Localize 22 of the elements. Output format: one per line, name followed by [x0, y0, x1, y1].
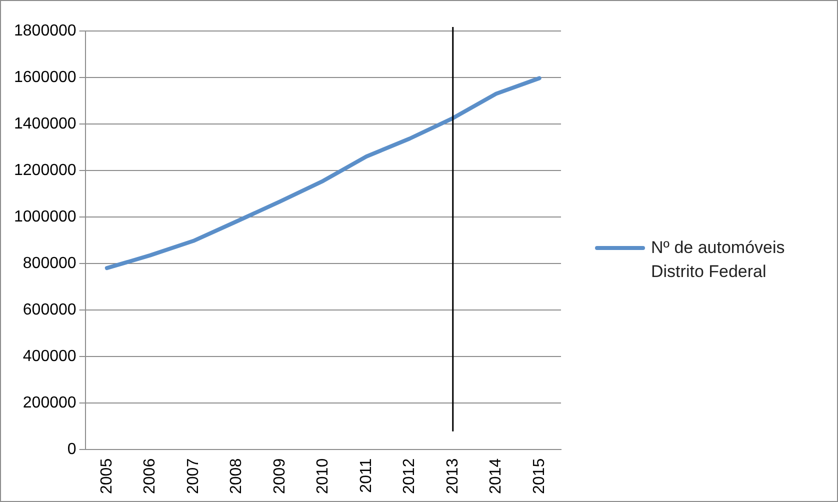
y-tick-label: 1400000	[14, 115, 76, 132]
y-tick-label: 800000	[22, 254, 76, 272]
y-tick-label: 1000000	[14, 208, 76, 226]
y-tick-label: 200000	[22, 394, 76, 412]
x-tick-label: 2015	[530, 458, 548, 494]
x-tick-label: 2014	[488, 458, 505, 494]
x-tick-label: 2006	[142, 458, 159, 494]
legend-label: Nº de automóveis Distrito Federal	[651, 237, 786, 283]
y-tick-label: 0	[67, 440, 76, 458]
y-tick-label: 600000	[22, 301, 76, 318]
y-tick-label: 400000	[22, 348, 76, 365]
x-tick-label: 2007	[184, 458, 202, 494]
y-tick-label: 1600000	[14, 68, 76, 86]
x-tick-label: 2009	[271, 458, 288, 494]
x-tick-label: 2011	[358, 458, 375, 493]
y-tick-label: 1200000	[14, 162, 76, 179]
y-tick-label: 1800000	[14, 22, 76, 40]
x-tick-label: 2008	[228, 458, 246, 494]
x-tick-label: 2005	[98, 458, 116, 494]
x-tick-label: 2013	[444, 458, 462, 494]
x-tick-label: 2010	[314, 458, 332, 494]
x-tick-label: 2012	[401, 458, 418, 494]
